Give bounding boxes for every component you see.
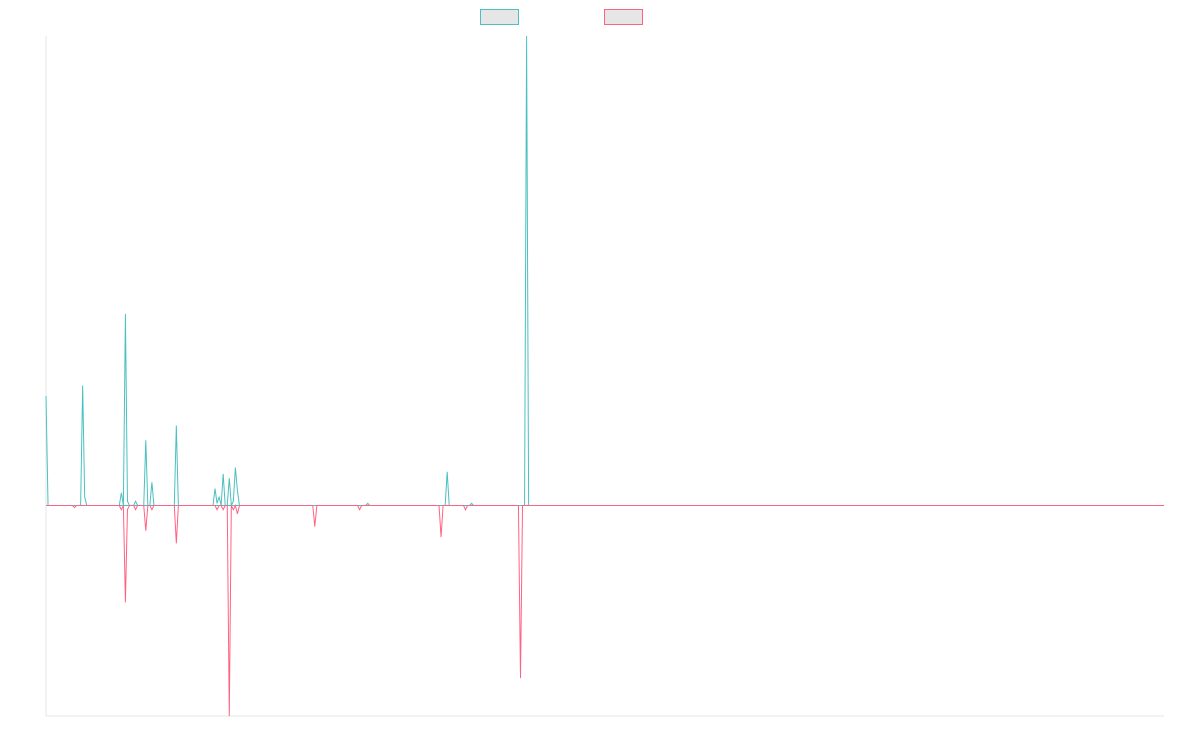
series-line-2 <box>46 503 1164 717</box>
series-line-1 <box>45 35 1164 508</box>
legend-item-series-2[interactable] <box>604 9 649 25</box>
legend <box>0 9 1200 27</box>
legend-swatch-series-1 <box>480 9 519 25</box>
legend-swatch-series-2 <box>604 9 643 25</box>
axes <box>45 36 1164 717</box>
legend-item-series-1[interactable] <box>480 9 525 25</box>
series-layer <box>45 35 1164 717</box>
